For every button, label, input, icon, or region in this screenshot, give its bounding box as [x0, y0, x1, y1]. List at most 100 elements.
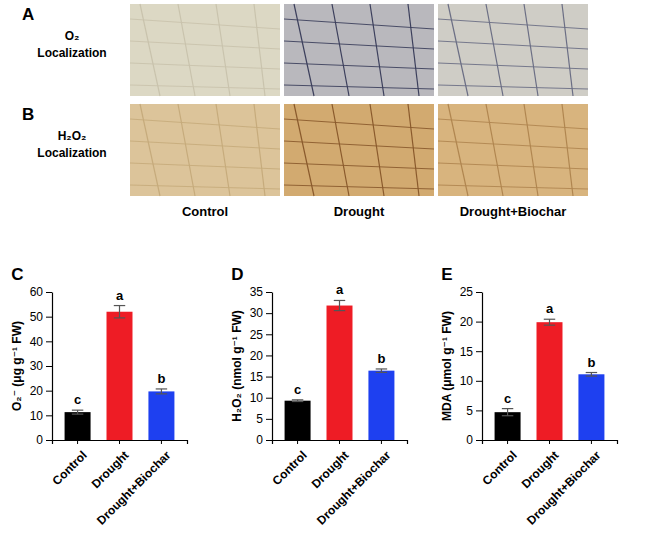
tick-mark: [476, 381, 482, 382]
vein: [438, 41, 588, 49]
x-axis: ControlDroughtDrought+Biochar: [270, 440, 408, 528]
vein: [140, 104, 160, 196]
panel-letter: D: [231, 265, 243, 284]
tick-mark: [161, 440, 162, 444]
vein: [284, 163, 434, 169]
tick: Drought+Biochar: [94, 440, 174, 528]
tick-mark: [266, 377, 272, 378]
error-bar: [156, 389, 167, 394]
vein: [562, 4, 573, 96]
tick-label: 25: [460, 285, 474, 299]
vein: [294, 4, 314, 96]
tick-mark: [297, 440, 298, 444]
error-bar: [334, 300, 345, 310]
image-placeholder: [130, 4, 280, 96]
vein: [130, 19, 280, 29]
leaf-veins: [284, 104, 434, 196]
row-label: Localization: [37, 146, 106, 160]
plot-area: [495, 319, 605, 440]
tick: 60: [30, 285, 52, 299]
vein: [284, 85, 434, 89]
tick-label: 40: [30, 335, 44, 349]
tick-label: 20: [250, 349, 264, 363]
tick-label: 10: [250, 391, 264, 405]
tick: 15: [460, 345, 482, 359]
significance-letter: b: [377, 351, 385, 366]
vein: [332, 4, 349, 96]
tick-label: 10: [460, 374, 474, 388]
panel-letter: C: [11, 265, 23, 284]
bar: [148, 391, 174, 440]
error-bar: [586, 373, 597, 377]
tick: Control: [50, 440, 90, 488]
vein: [438, 119, 588, 129]
significance-letter: a: [546, 301, 554, 316]
y-axis: 0510152025: [460, 285, 483, 447]
tick: 5: [256, 412, 272, 426]
leaf-veins: [438, 104, 588, 196]
tick: 35: [250, 285, 272, 299]
vein: [562, 104, 573, 196]
tick-mark: [46, 391, 52, 392]
bar: [285, 401, 311, 440]
image-placeholder: [438, 4, 588, 96]
plot-area: [285, 300, 395, 440]
row-label: H₂O₂: [58, 129, 87, 143]
tick: 0: [256, 433, 272, 447]
error-bar: [502, 409, 513, 416]
vein: [448, 4, 468, 96]
bar: [327, 306, 353, 440]
tick-label: 60: [30, 285, 44, 299]
tick: 20: [250, 349, 272, 363]
tick-mark: [266, 398, 272, 399]
vein: [216, 104, 230, 196]
error-cap: [376, 372, 387, 373]
tick-label: 0: [36, 433, 43, 447]
panel-letter: B: [22, 105, 34, 124]
vein: [524, 4, 538, 96]
bar: [495, 412, 521, 440]
vein: [448, 104, 468, 196]
vein: [130, 119, 280, 129]
x-axis: ControlDroughtDrought+Biochar: [50, 440, 188, 528]
tick: 0: [36, 433, 52, 447]
vein: [284, 119, 434, 129]
tick: 30: [30, 359, 52, 373]
tick: 15: [250, 370, 272, 384]
bar: [537, 322, 563, 440]
error-cap: [502, 415, 513, 416]
panel-letter: A: [22, 5, 34, 24]
panel-letter: E: [441, 265, 452, 284]
tick: Drought+Biochar: [524, 440, 604, 528]
tick-mark: [46, 440, 52, 441]
tick-label: 20: [460, 315, 474, 329]
error-cap: [114, 305, 125, 306]
column-label: Drought+Biochar: [460, 204, 567, 219]
vein: [130, 63, 280, 69]
tick-label: Drought+Biochar: [94, 448, 174, 528]
row-label: Localization: [37, 46, 106, 60]
tick-mark: [266, 440, 272, 441]
significance-letter: a: [336, 282, 344, 297]
chart-panel: cab05101520253035ControlDroughtDrought+B…: [230, 265, 407, 528]
vein: [130, 163, 280, 169]
vein: [284, 63, 434, 69]
vein: [438, 63, 588, 69]
error-cap: [376, 368, 387, 369]
tick-label: Control: [480, 448, 520, 488]
vein: [140, 4, 160, 96]
chart-panel: cab0510152025ControlDroughtDrought+Bioch…: [440, 265, 617, 528]
tick: 0: [466, 433, 482, 447]
tick: Drought+Biochar: [314, 440, 394, 528]
tick-mark: [381, 440, 382, 444]
significance-letter: b: [587, 355, 595, 370]
tick-mark: [476, 440, 482, 441]
vein: [130, 85, 280, 89]
tick-mark: [476, 410, 482, 411]
tick-label: 0: [256, 433, 263, 447]
y-axis-title: H₂O₂ (nmol g⁻¹ FW): [230, 310, 244, 422]
error-cap: [114, 317, 125, 318]
tick: Control: [480, 440, 520, 488]
tick: Drought: [89, 440, 132, 491]
image-placeholder: [438, 104, 588, 196]
